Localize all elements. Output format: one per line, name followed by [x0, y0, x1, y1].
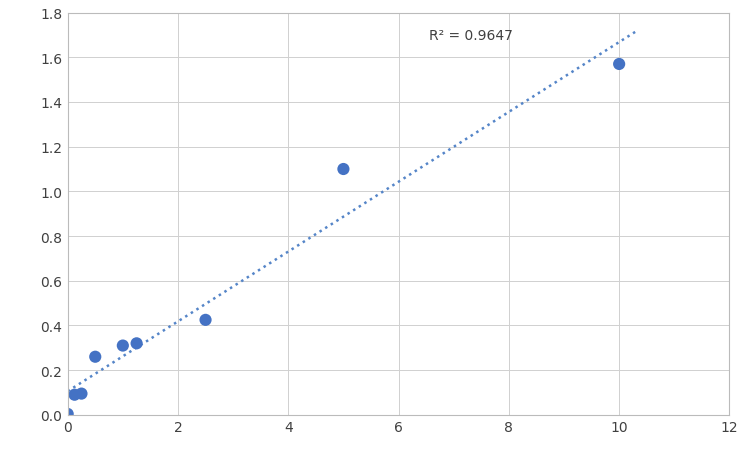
Point [68, 391, 80, 399]
Point [89, 353, 102, 360]
Point [75, 390, 87, 397]
Point [199, 317, 211, 324]
Point [62, 410, 74, 418]
Point [131, 340, 143, 347]
Point [117, 342, 129, 350]
Point [338, 166, 350, 173]
Point [613, 61, 625, 69]
Text: R² = 0.9647: R² = 0.9647 [429, 29, 513, 43]
